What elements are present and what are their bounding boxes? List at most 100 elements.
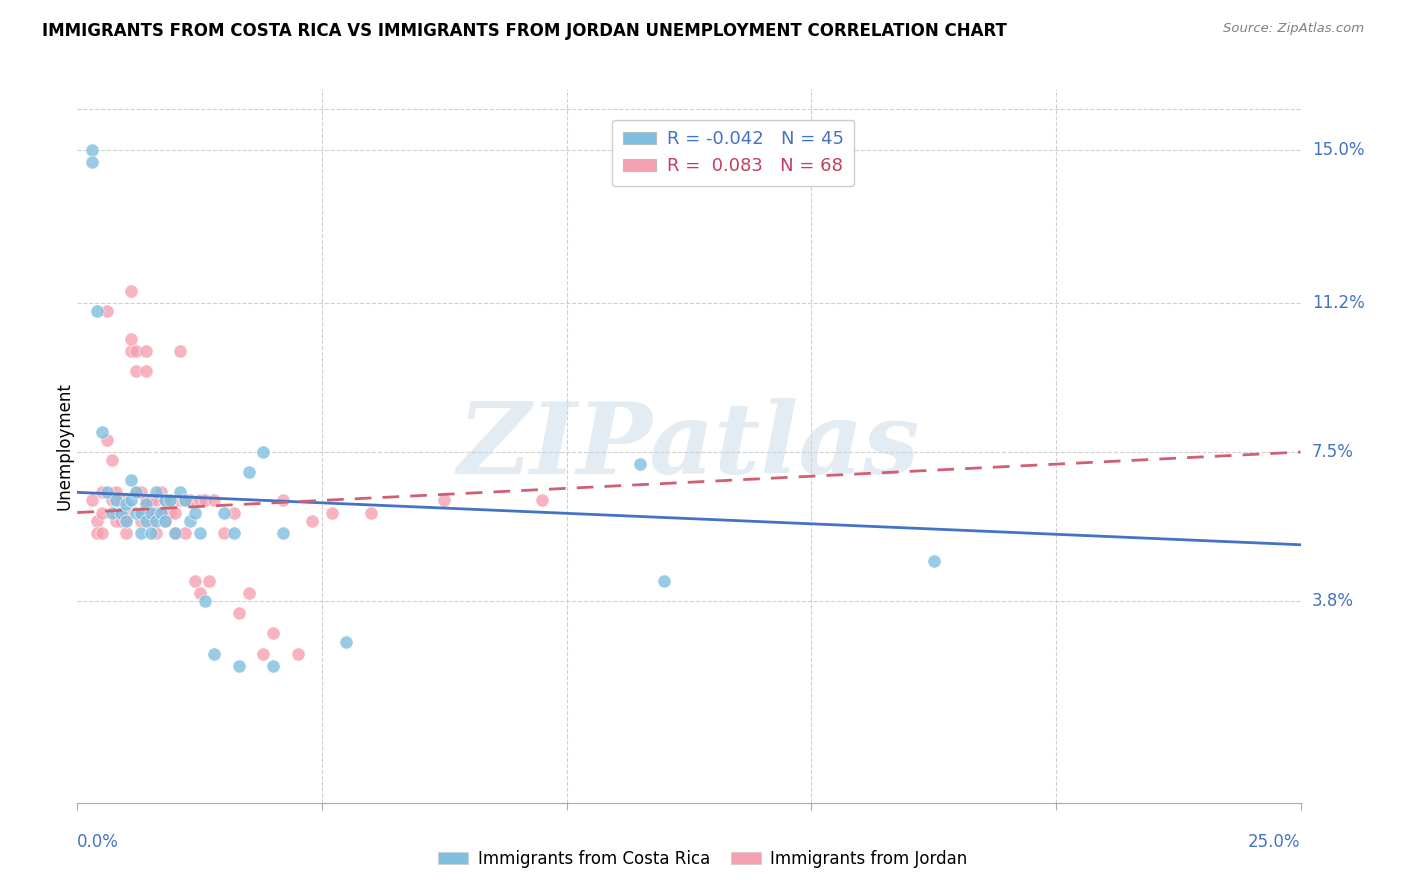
- Point: [169, 485, 191, 500]
- Point: [139, 506, 162, 520]
- Point: [262, 658, 284, 673]
- Point: [120, 473, 142, 487]
- Point: [105, 506, 128, 520]
- Point: [120, 332, 142, 346]
- Point: [145, 525, 167, 540]
- Point: [86, 514, 108, 528]
- Point: [155, 514, 177, 528]
- Point: [165, 525, 187, 540]
- Point: [287, 647, 309, 661]
- Point: [169, 493, 191, 508]
- Point: [115, 514, 138, 528]
- Point: [202, 493, 225, 508]
- Point: [139, 506, 162, 520]
- Point: [125, 344, 148, 359]
- Point: [145, 506, 167, 520]
- Point: [433, 493, 456, 508]
- Point: [145, 514, 167, 528]
- Point: [184, 574, 207, 588]
- Point: [135, 364, 157, 378]
- Point: [100, 493, 122, 508]
- Point: [335, 634, 357, 648]
- Point: [179, 514, 201, 528]
- Point: [96, 485, 118, 500]
- Point: [80, 493, 103, 508]
- Point: [222, 525, 245, 540]
- Point: [155, 514, 177, 528]
- Point: [654, 574, 676, 588]
- Point: [110, 514, 132, 528]
- Point: [90, 506, 112, 520]
- Point: [139, 525, 162, 540]
- Point: [922, 554, 945, 568]
- Point: [125, 364, 148, 378]
- Point: [238, 586, 260, 600]
- Point: [193, 594, 215, 608]
- Point: [115, 506, 138, 520]
- Point: [271, 493, 294, 508]
- Legend: R = -0.042   N = 45, R =  0.083   N = 68: R = -0.042 N = 45, R = 0.083 N = 68: [613, 120, 855, 186]
- Point: [129, 506, 152, 520]
- Text: 11.2%: 11.2%: [1312, 293, 1364, 312]
- Point: [174, 493, 197, 508]
- Point: [174, 525, 197, 540]
- Point: [188, 525, 211, 540]
- Point: [174, 493, 197, 508]
- Point: [80, 154, 103, 169]
- Point: [110, 506, 132, 520]
- Point: [198, 574, 221, 588]
- Point: [145, 485, 167, 500]
- Text: 0.0%: 0.0%: [77, 833, 120, 851]
- Point: [169, 344, 191, 359]
- Point: [86, 525, 108, 540]
- Point: [115, 525, 138, 540]
- Point: [165, 506, 187, 520]
- Point: [188, 493, 211, 508]
- Point: [120, 493, 142, 508]
- Point: [238, 465, 260, 479]
- Point: [159, 493, 181, 508]
- Point: [628, 457, 651, 471]
- Point: [212, 506, 235, 520]
- Point: [125, 485, 148, 500]
- Text: 3.8%: 3.8%: [1312, 592, 1354, 610]
- Point: [100, 453, 122, 467]
- Point: [90, 425, 112, 439]
- Point: [115, 498, 138, 512]
- Point: [228, 607, 250, 621]
- Point: [135, 514, 157, 528]
- Point: [115, 514, 138, 528]
- Point: [155, 493, 177, 508]
- Point: [165, 525, 187, 540]
- Text: Source: ZipAtlas.com: Source: ZipAtlas.com: [1223, 22, 1364, 36]
- Point: [271, 525, 294, 540]
- Point: [222, 506, 245, 520]
- Point: [90, 485, 112, 500]
- Point: [188, 586, 211, 600]
- Point: [129, 506, 152, 520]
- Point: [252, 647, 274, 661]
- Point: [301, 514, 323, 528]
- Point: [110, 493, 132, 508]
- Point: [531, 493, 554, 508]
- Point: [184, 506, 207, 520]
- Point: [129, 525, 152, 540]
- Point: [252, 445, 274, 459]
- Point: [96, 433, 118, 447]
- Point: [202, 647, 225, 661]
- Point: [159, 506, 181, 520]
- Point: [149, 506, 172, 520]
- Point: [86, 304, 108, 318]
- Point: [159, 493, 181, 508]
- Point: [120, 284, 142, 298]
- Point: [155, 493, 177, 508]
- Text: 15.0%: 15.0%: [1312, 141, 1364, 159]
- Point: [145, 493, 167, 508]
- Point: [105, 514, 128, 528]
- Point: [321, 506, 343, 520]
- Point: [212, 525, 235, 540]
- Point: [135, 498, 157, 512]
- Point: [96, 304, 118, 318]
- Point: [139, 493, 162, 508]
- Point: [90, 525, 112, 540]
